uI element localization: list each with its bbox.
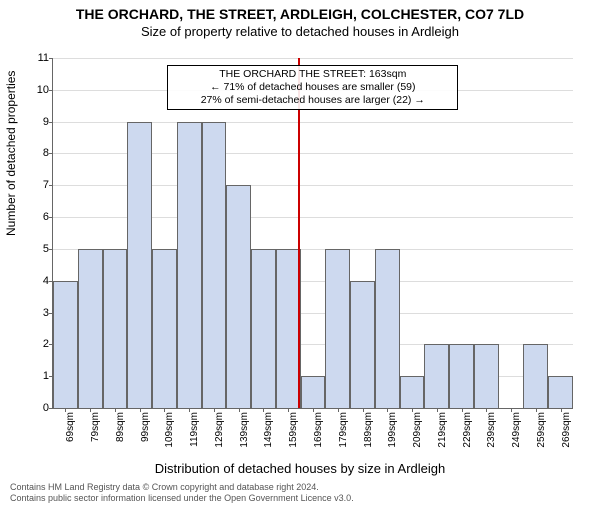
y-tick-label: 0	[43, 402, 53, 414]
x-tick-label: 139sqm	[239, 412, 250, 448]
footer-attribution: Contains HM Land Registry data © Crown c…	[10, 482, 354, 504]
histogram-bar	[127, 122, 152, 408]
histogram-bar	[375, 249, 400, 408]
y-tick-label: 10	[37, 84, 53, 96]
callout-line3: 27% of semi-detached houses are larger (…	[172, 94, 453, 107]
x-tick-label: 209sqm	[412, 412, 423, 448]
histogram-bar	[152, 249, 177, 408]
histogram-bar	[523, 344, 548, 408]
histogram-bar	[400, 376, 425, 408]
histogram-bar	[424, 344, 449, 408]
x-tick-label: 99sqm	[140, 412, 151, 442]
page-subtitle: Size of property relative to detached ho…	[0, 24, 600, 39]
y-tick-label: 5	[43, 243, 53, 255]
x-tick-label: 249sqm	[511, 412, 522, 448]
histogram-bar	[251, 249, 276, 408]
x-tick-label: 149sqm	[263, 412, 274, 448]
histogram-bar	[301, 376, 326, 408]
x-tick-label: 129sqm	[214, 412, 225, 448]
x-tick-label: 159sqm	[288, 412, 299, 448]
x-tick-label: 229sqm	[462, 412, 473, 448]
y-tick-label: 11	[38, 52, 53, 64]
y-tick-label: 9	[43, 116, 53, 128]
y-tick-label: 3	[43, 307, 53, 319]
x-tick-label: 89sqm	[115, 412, 126, 442]
x-tick-label: 179sqm	[338, 412, 349, 448]
footer-line2: Contains public sector information licen…	[10, 493, 354, 504]
y-tick-label: 7	[43, 179, 53, 191]
y-tick-label: 2	[43, 338, 53, 350]
histogram-bar	[78, 249, 103, 408]
marker-line	[298, 58, 300, 408]
x-tick-label: 239sqm	[486, 412, 497, 448]
x-axis-label: Distribution of detached houses by size …	[0, 461, 600, 476]
x-tick-label: 199sqm	[387, 412, 398, 448]
page-title: THE ORCHARD, THE STREET, ARDLEIGH, COLCH…	[0, 6, 600, 22]
y-tick-label: 1	[43, 370, 53, 382]
histogram-bar	[103, 249, 128, 408]
x-tick-label: 169sqm	[313, 412, 324, 448]
y-tick-label: 8	[43, 147, 53, 159]
histogram-bar	[202, 122, 227, 408]
histogram-bar	[474, 344, 499, 408]
x-tick-label: 119sqm	[189, 412, 200, 447]
histogram-bar	[177, 122, 202, 408]
histogram-chart: 0123456789101169sqm79sqm89sqm99sqm109sqm…	[52, 58, 573, 409]
histogram-bar	[53, 281, 78, 408]
x-tick-label: 269sqm	[561, 412, 572, 448]
x-tick-label: 219sqm	[437, 412, 448, 448]
histogram-bar	[548, 376, 573, 408]
histogram-bar	[276, 249, 301, 408]
x-tick-label: 109sqm	[164, 412, 175, 448]
y-tick-label: 6	[43, 211, 53, 223]
histogram-bar	[350, 281, 375, 408]
histogram-bar	[449, 344, 474, 408]
histogram-bar	[325, 249, 350, 408]
callout-box: THE ORCHARD THE STREET: 163sqm← 71% of d…	[167, 65, 458, 110]
y-axis-label: Number of detached properties	[4, 71, 18, 236]
x-tick-label: 69sqm	[65, 412, 76, 442]
x-tick-label: 79sqm	[90, 412, 101, 442]
x-tick-label: 259sqm	[536, 412, 547, 448]
callout-line2: ← 71% of detached houses are smaller (59…	[172, 81, 453, 94]
histogram-bar	[226, 185, 251, 408]
callout-line1: THE ORCHARD THE STREET: 163sqm	[172, 68, 453, 81]
x-tick-label: 189sqm	[363, 412, 374, 448]
y-tick-label: 4	[43, 275, 53, 287]
footer-line1: Contains HM Land Registry data © Crown c…	[10, 482, 354, 493]
y-gridline	[53, 58, 573, 59]
